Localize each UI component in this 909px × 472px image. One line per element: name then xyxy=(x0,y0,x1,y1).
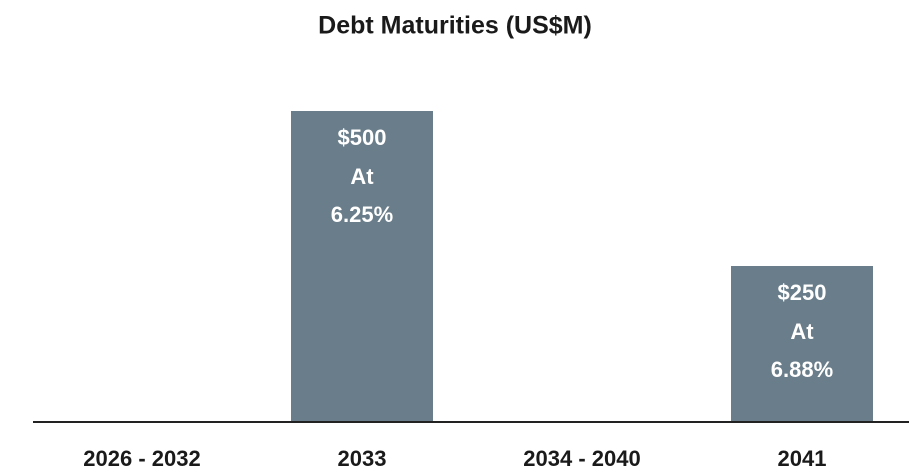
rate-label: 6.88% xyxy=(771,357,833,382)
x-tick-label: 2026 - 2032 xyxy=(83,446,200,471)
x-tick-label: 2033 xyxy=(338,446,387,471)
x-tick-label: 2041 xyxy=(778,446,827,471)
bar xyxy=(731,266,873,421)
rate-label: 6.25% xyxy=(331,202,393,227)
rate-label: At xyxy=(350,164,374,189)
bar xyxy=(291,111,433,421)
x-tick-label: 2034 - 2040 xyxy=(523,446,640,471)
data-label: $500 xyxy=(338,125,387,150)
chart-title: Debt Maturities (US$M) xyxy=(318,12,592,40)
rate-label: At xyxy=(790,319,814,344)
data-label: $250 xyxy=(778,280,827,305)
